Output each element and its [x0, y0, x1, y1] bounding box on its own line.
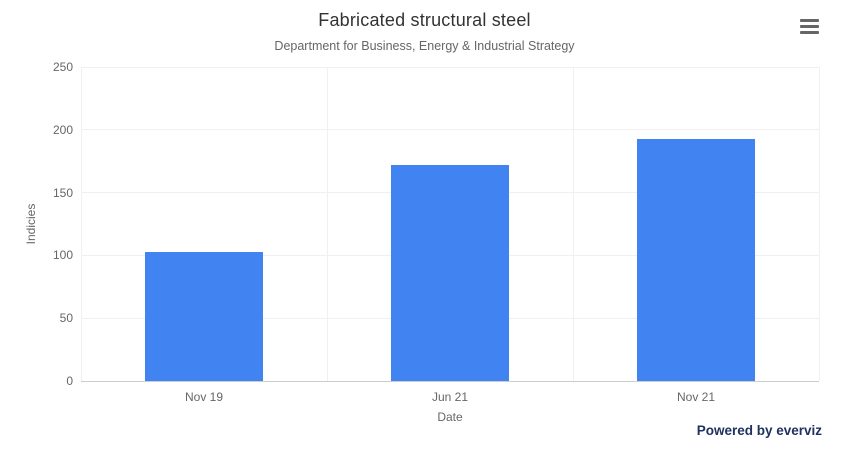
context-menu-button[interactable] — [795, 12, 823, 40]
y-axis-title: Indicies — [24, 203, 38, 245]
y-tick-label: 0 — [66, 374, 73, 388]
chart-subtitle: Department for Business, Energy & Indust… — [274, 39, 575, 53]
gridline-horizontal — [81, 66, 819, 68]
x-tick-label: Nov 19 — [184, 390, 224, 404]
credits-link[interactable]: Powered by everviz — [696, 423, 822, 438]
y-tick-label: 100 — [52, 248, 73, 263]
bar-nov-21[interactable] — [637, 138, 755, 381]
y-tick-label: 150 — [52, 185, 73, 200]
gridline-vertical — [818, 67, 820, 381]
chart-title: Fabricated structural steel — [318, 10, 531, 30]
x-tick-label: Jun 21 — [431, 390, 469, 404]
y-tick-label: 250 — [52, 60, 73, 74]
gridline-vertical — [80, 67, 82, 381]
gridline-horizontal — [81, 129, 819, 131]
hamburger-line — [799, 18, 819, 22]
x-axis-line — [81, 381, 819, 382]
bar-nov-19[interactable] — [145, 251, 263, 381]
hamburger-icon — [799, 18, 819, 34]
x-tick-label: Nov 21 — [676, 390, 716, 404]
hamburger-line — [799, 30, 819, 34]
bar-jun-21[interactable] — [391, 164, 509, 381]
gridline-vertical — [572, 67, 574, 381]
y-tick-label: 50 — [59, 311, 73, 326]
y-tick-label: 200 — [52, 122, 73, 137]
x-axis-title: Date — [437, 410, 463, 424]
gridline-vertical — [326, 67, 328, 381]
hamburger-line — [799, 24, 819, 28]
